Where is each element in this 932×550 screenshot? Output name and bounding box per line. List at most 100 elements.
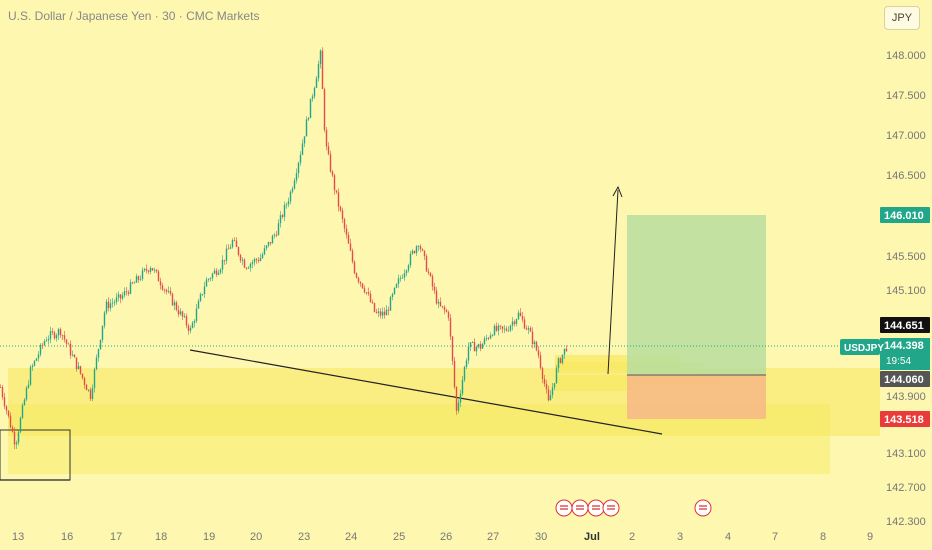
candle xyxy=(197,300,200,309)
candle xyxy=(107,301,110,309)
candle xyxy=(393,287,396,294)
candle xyxy=(221,259,224,270)
symbol-label: USDJPY xyxy=(844,343,884,354)
entry-price-label: 144.060 xyxy=(884,374,924,386)
last-price-label: 144.398 xyxy=(884,340,924,352)
candle xyxy=(247,267,250,269)
candle xyxy=(159,281,162,286)
candle xyxy=(309,98,312,119)
candle xyxy=(235,240,238,248)
currency-button[interactable]: JPY xyxy=(884,6,920,30)
us-flag-icon[interactable] xyxy=(587,499,605,517)
candle xyxy=(553,383,556,388)
candle xyxy=(503,328,506,330)
candle xyxy=(227,248,230,250)
candle xyxy=(283,204,286,217)
candle xyxy=(31,365,34,368)
us-flag-icon[interactable] xyxy=(694,499,712,517)
candle xyxy=(79,366,82,374)
candle xyxy=(475,346,478,352)
price-tick-label: 143.100 xyxy=(886,448,926,460)
price-tick-label: 147.500 xyxy=(886,90,926,102)
candle xyxy=(167,290,170,292)
candle xyxy=(51,331,54,333)
candle xyxy=(205,279,208,287)
candle xyxy=(371,302,374,303)
trendline[interactable] xyxy=(189,349,663,435)
crosshair-price-tag xyxy=(880,317,930,333)
candle xyxy=(363,288,366,293)
loss-zone[interactable] xyxy=(627,375,766,419)
candle xyxy=(321,50,324,90)
candle xyxy=(305,119,308,137)
candle xyxy=(385,309,388,316)
candle xyxy=(547,389,550,401)
candle xyxy=(201,294,204,295)
candle xyxy=(531,331,534,344)
symbol-tag[interactable] xyxy=(840,339,880,355)
candle xyxy=(105,301,108,313)
target-price-label: 146.010 xyxy=(884,210,924,222)
candle xyxy=(487,338,490,339)
time-tick-label: 26 xyxy=(440,531,452,543)
candle xyxy=(549,395,552,401)
candle xyxy=(67,343,70,345)
price-tick-label: 142.700 xyxy=(886,482,926,494)
candle xyxy=(287,201,290,205)
candle xyxy=(271,235,274,244)
candle xyxy=(203,286,206,295)
candle xyxy=(219,269,222,273)
price-axis[interactable] xyxy=(880,0,932,550)
profit-zone[interactable] xyxy=(627,215,766,375)
candle xyxy=(139,278,142,280)
candle xyxy=(507,330,510,332)
candle xyxy=(313,87,316,97)
candle xyxy=(47,339,50,341)
candle xyxy=(535,341,538,351)
candle xyxy=(257,260,260,261)
candle xyxy=(121,295,124,299)
candle xyxy=(389,297,392,311)
candle xyxy=(419,246,422,250)
candle xyxy=(149,268,152,272)
candle xyxy=(387,309,390,311)
candle xyxy=(213,270,216,274)
candle xyxy=(331,171,334,176)
candle xyxy=(433,286,436,291)
candle xyxy=(179,311,182,315)
candle xyxy=(125,291,128,293)
us-flag-icon[interactable] xyxy=(571,499,589,517)
candle xyxy=(525,328,528,330)
candle xyxy=(397,278,400,284)
candle xyxy=(259,257,262,261)
candle xyxy=(557,358,560,369)
candle xyxy=(229,247,232,249)
lightning-icon[interactable] xyxy=(555,499,573,517)
candle xyxy=(555,368,558,384)
us-flag-icon[interactable] xyxy=(602,499,620,517)
countdown-label: 19:54 xyxy=(886,356,911,367)
time-tick-label: 24 xyxy=(345,531,357,543)
candle xyxy=(89,389,92,400)
projection-arrow[interactable] xyxy=(607,189,619,375)
candle xyxy=(239,254,242,261)
candle xyxy=(565,348,568,352)
candle xyxy=(117,294,120,298)
candle xyxy=(133,282,136,284)
candle xyxy=(245,267,248,269)
candle xyxy=(323,89,326,130)
candle xyxy=(529,328,532,332)
candle xyxy=(21,405,24,418)
candle xyxy=(345,228,348,235)
chart-title: U.S. Dollar / Japanese Yen · 30 · CMC Ma… xyxy=(8,9,260,23)
candle xyxy=(361,283,364,289)
time-tick-label: 30 xyxy=(535,531,547,543)
candle xyxy=(563,348,566,355)
candle xyxy=(3,397,6,407)
candle xyxy=(231,240,234,248)
candle xyxy=(157,271,160,282)
candle xyxy=(57,329,60,336)
candle xyxy=(223,259,226,261)
